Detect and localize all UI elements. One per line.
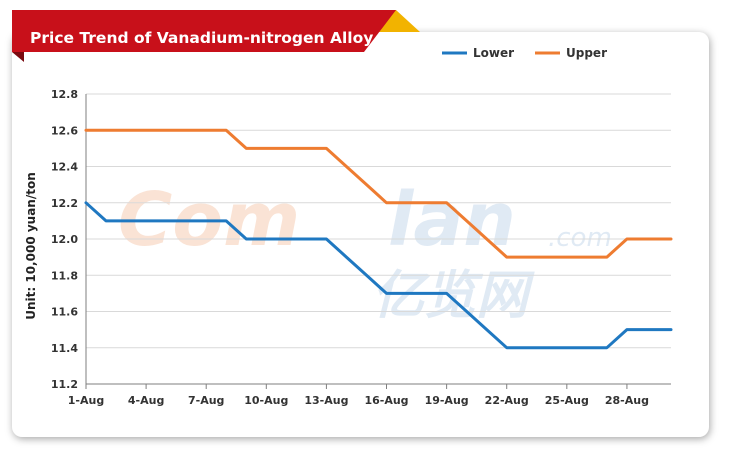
x-tick-label: 19-Aug — [425, 394, 469, 407]
series-line-lower — [84, 201, 673, 350]
y-tick-label: 11.4 — [51, 342, 78, 355]
y-tick-label: 12.8 — [51, 88, 78, 101]
axes: 11.2 11.4 11.6 11.8 12.0 12.2 12.4 12.6 12.8 1-Au… — [51, 88, 671, 407]
grid-lines — [86, 93, 671, 349]
title-banner: Price Trend of Vanadium-nitrogen Alloy — [12, 10, 420, 62]
watermark-lan: lan — [388, 177, 516, 263]
x-tick-label: 25-Aug — [545, 394, 589, 407]
y-tick-label: 12.4 — [51, 161, 78, 174]
x-tick-label: 7-Aug — [188, 394, 224, 407]
x-tick-label: 28-Aug — [605, 394, 649, 407]
legend: Lower Upper — [442, 46, 607, 60]
y-axis-label: Unit: 10,000 yuan/ton — [24, 172, 38, 320]
x-tick-label: 1-Aug — [68, 394, 104, 407]
x-tick-label: 4-Aug — [128, 394, 164, 407]
y-tick-label: 11.2 — [51, 378, 78, 391]
y-tick-label: 11.6 — [51, 306, 78, 319]
x-tick-label: 10-Aug — [244, 394, 288, 407]
chart-card — [12, 32, 709, 437]
y-tick-label: 12.6 — [51, 124, 78, 137]
legend-label-upper: Upper — [566, 46, 607, 60]
watermark: Com lan .com 亿览网 — [118, 177, 612, 326]
x-tick-label: 22-Aug — [485, 394, 529, 407]
x-tick-label: 13-Aug — [304, 394, 348, 407]
series-lines — [84, 128, 673, 350]
y-tick-label: 11.8 — [51, 269, 78, 282]
chart-title: Price Trend of Vanadium-nitrogen Alloy — [30, 29, 373, 47]
series-line-upper — [84, 128, 673, 259]
x-tick-label: 16-Aug — [364, 394, 408, 407]
watermark-cn: 亿览网 — [372, 266, 535, 326]
watermark-dotcom: .com — [548, 223, 612, 253]
title-banner-background — [12, 10, 396, 52]
y-tick-label: 12.2 — [51, 197, 78, 210]
legend-label-lower: Lower — [473, 46, 514, 60]
title-banner-fold — [12, 52, 24, 62]
y-tick-label: 12.0 — [51, 233, 78, 246]
